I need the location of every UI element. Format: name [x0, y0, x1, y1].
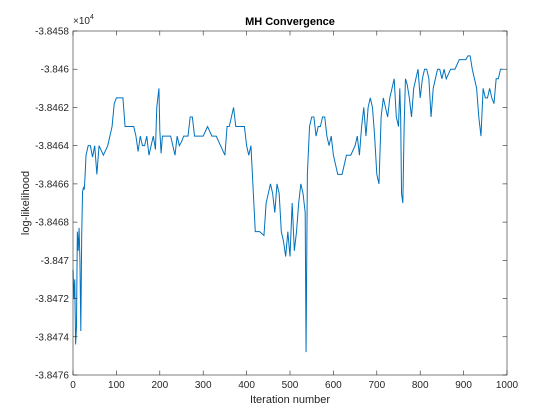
y-exponent-base: ×10 [73, 16, 90, 27]
x-tick-label: 800 [412, 380, 429, 391]
y-tick-label: -3.8468 [35, 218, 69, 229]
series-layer [72, 55, 503, 353]
y-exponent-label: ×104 [73, 14, 94, 27]
y-tick-label: -3.8472 [35, 294, 69, 305]
y-axis-label: log-likelihood [20, 171, 32, 235]
y-exponent-power: 4 [90, 14, 94, 21]
y-tick-label: -3.846 [41, 65, 70, 76]
x-tick-label: 400 [238, 380, 255, 391]
y-tick-label: -3.8464 [35, 141, 69, 152]
y-tick-label: -3.8476 [35, 371, 69, 382]
ticks-layer: 0 100 200 300 400 500 600 700 800 900 1000 -3.8476 -… [35, 27, 518, 392]
x-tick-label: 900 [455, 380, 472, 391]
x-tick-label: 0 [70, 380, 76, 391]
series-line [72, 55, 503, 353]
x-tick-label: 1000 [496, 380, 519, 391]
x-tick-label: 500 [282, 380, 299, 391]
plot-area [73, 31, 507, 375]
x-tick-label: 300 [195, 380, 212, 391]
x-axis-label: Iteration number [250, 394, 330, 406]
x-tick-label: 600 [325, 380, 342, 391]
y-tick-label: -3.8458 [35, 27, 69, 38]
y-tick-label: -3.8474 [35, 332, 69, 343]
x-tick-label: 700 [368, 380, 385, 391]
x-tick-label: 100 [108, 380, 125, 391]
y-tick-label: -3.8462 [35, 103, 69, 114]
y-tick-label: -3.847 [41, 256, 70, 267]
x-tick-label: 200 [151, 380, 168, 391]
chart-title: MH Convergence [245, 16, 335, 28]
y-tick-label: -3.8466 [35, 179, 69, 190]
